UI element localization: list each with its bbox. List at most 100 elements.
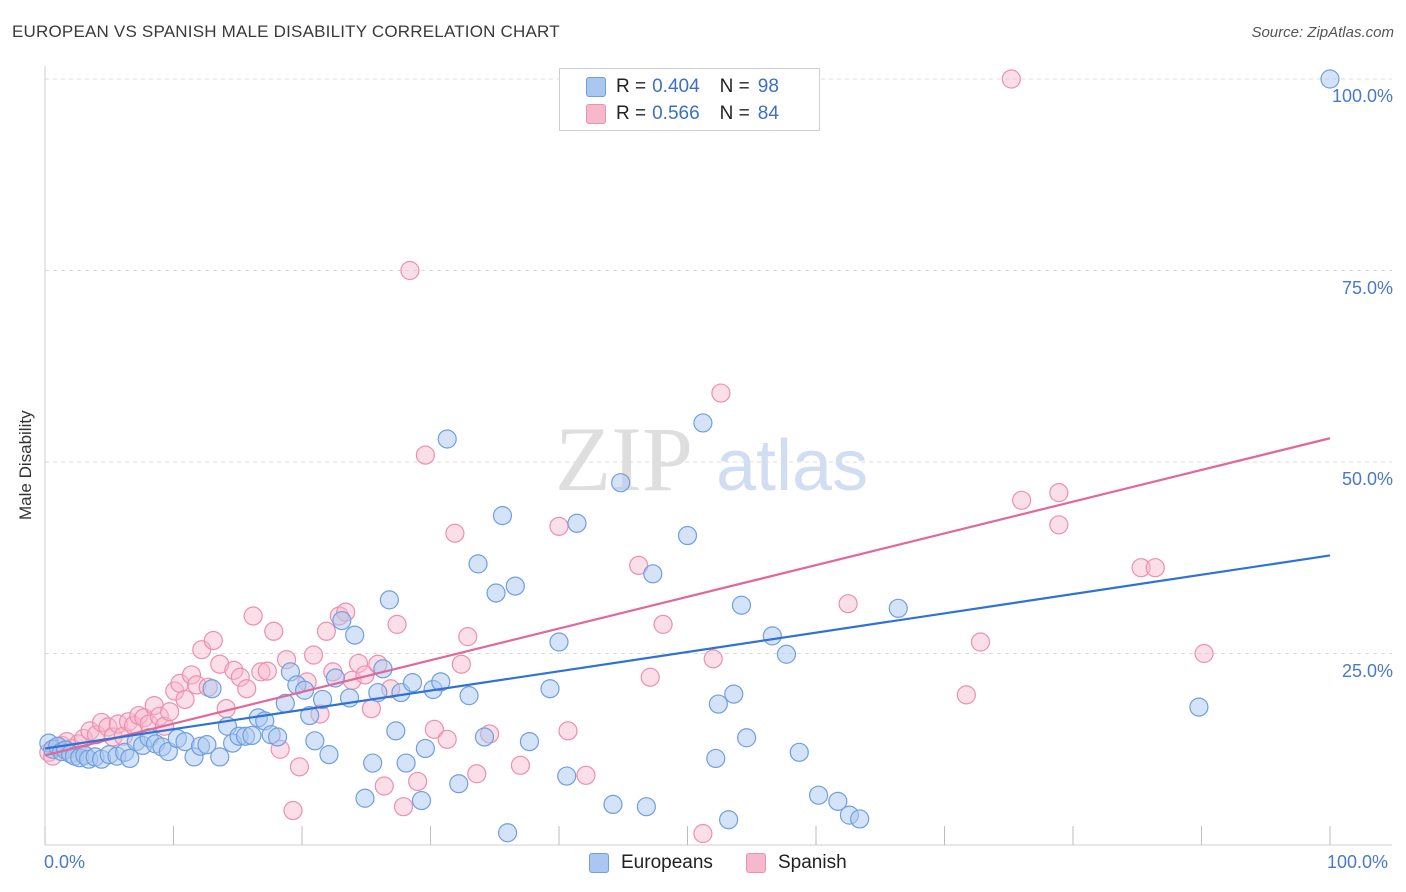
europeans-point <box>449 774 469 794</box>
spanish-point <box>283 800 303 821</box>
spanish-point <box>374 776 394 796</box>
spanish-swatch <box>746 853 766 873</box>
europeans-point <box>719 810 739 830</box>
europeans-point <box>708 694 728 714</box>
europeans-point <box>557 766 577 786</box>
europeans-point <box>888 598 908 618</box>
europeans-point <box>540 679 560 699</box>
spanish-point <box>629 555 649 576</box>
spanish-point <box>1049 515 1069 535</box>
y-tick-label: 50.0% <box>1341 469 1393 489</box>
spanish-point <box>510 755 531 775</box>
europeans-point <box>305 731 325 751</box>
europeans-point <box>492 506 513 526</box>
spanish-point <box>393 797 414 817</box>
europeans-point <box>643 564 663 584</box>
spanish-point <box>437 729 457 749</box>
europeans-swatch <box>589 853 609 873</box>
europeans-point <box>332 610 352 631</box>
bottom-legend: Europeans Spanish <box>0 852 1406 878</box>
europeans-point <box>312 689 333 710</box>
spanish-point <box>838 594 858 614</box>
europeans-point <box>850 809 870 829</box>
europeans-point <box>300 705 320 726</box>
europeans-point <box>355 788 375 808</box>
europeans-point <box>603 794 623 815</box>
spanish-point <box>640 667 660 687</box>
spanish-point <box>458 627 478 647</box>
spanish-point <box>160 702 180 722</box>
x-tick-label-max: 100.0% <box>1327 852 1389 872</box>
spanish-point <box>415 445 435 465</box>
legend-r-value: 0.404 <box>652 76 700 97</box>
spanish-point <box>210 654 230 674</box>
europeans-point <box>468 554 488 574</box>
spanish-point <box>387 614 407 634</box>
x-tick-label-min: 0.0% <box>44 852 86 872</box>
legend-n-label: N = <box>719 103 750 124</box>
legend-row-spanish: R = 0.566 N = 84 <box>586 102 779 126</box>
spanish-point <box>289 757 310 777</box>
spanish-point <box>361 699 381 719</box>
source-label: Source: ZipAtlas.com <box>1251 24 1394 41</box>
y-tick-label: 75.0% <box>1341 277 1393 298</box>
europeans-point <box>431 672 451 692</box>
spanish-point <box>257 661 277 681</box>
spanish-point <box>203 630 223 651</box>
spanish-point <box>703 649 723 669</box>
legend: R = 0.404 N = 98 R = 0.566 N = 84 <box>559 68 820 131</box>
spanish-point <box>303 645 324 665</box>
watermark-atlas: atlas <box>716 426 868 506</box>
legend-n-value: 84 <box>757 103 779 124</box>
europeans-point <box>197 735 217 755</box>
europeans-point <box>486 583 506 603</box>
spanish-point <box>576 765 596 785</box>
europeans-point <box>158 741 178 762</box>
europeans-swatch <box>586 77 606 97</box>
spanish-point <box>1001 69 1021 89</box>
europeans-point <box>396 753 416 773</box>
spanish-swatch <box>586 104 606 124</box>
bottom-legend-europeans-label: Europeans <box>621 852 713 873</box>
europeans-point <box>706 748 726 769</box>
spanish-trend-line <box>44 437 1331 757</box>
spanish-point <box>408 771 428 792</box>
spanish-point <box>118 712 139 732</box>
bottom-legend-europeans[interactable]: Europeans <box>589 852 713 874</box>
europeans-point <box>549 632 569 652</box>
europeans-point <box>498 823 518 843</box>
europeans-point <box>677 525 698 546</box>
spanish-point <box>693 823 713 844</box>
spanish-point <box>451 654 471 674</box>
europeans-point <box>402 673 423 693</box>
bottom-legend-spanish[interactable]: Spanish <box>746 852 847 874</box>
europeans-point <box>789 742 809 762</box>
europeans-point <box>828 791 848 811</box>
europeans-point <box>437 429 457 449</box>
legend-n-value: 98 <box>757 76 779 97</box>
europeans-point <box>379 590 399 610</box>
europeans-point <box>731 595 752 615</box>
spanish-point <box>181 665 202 685</box>
europeans-point <box>808 785 829 805</box>
watermark-zip: ZIP <box>555 408 693 510</box>
europeans-point <box>242 725 262 746</box>
spanish-point <box>970 632 991 652</box>
europeans-point <box>776 644 797 664</box>
spanish-point <box>400 260 420 281</box>
spanish-point <box>237 679 257 699</box>
y-tick-label: 100.0% <box>1331 86 1393 106</box>
europeans-point <box>636 797 656 817</box>
europeans-point <box>120 748 140 769</box>
legend-r-label: R = <box>616 103 647 124</box>
spanish-point <box>175 689 195 710</box>
europeans-point <box>474 727 495 747</box>
spanish-point <box>230 667 250 687</box>
spanish-point <box>1049 483 1069 503</box>
legend-row-europeans: R = 0.404 N = 98 <box>586 75 779 99</box>
spanish-point <box>348 653 369 674</box>
chart-title: EUROPEAN VS SPANISH MALE DISABILITY CORR… <box>12 22 560 41</box>
legend-r-label: R = <box>616 76 647 97</box>
spanish-point <box>316 621 337 641</box>
legend-r-value: 0.566 <box>652 103 700 124</box>
